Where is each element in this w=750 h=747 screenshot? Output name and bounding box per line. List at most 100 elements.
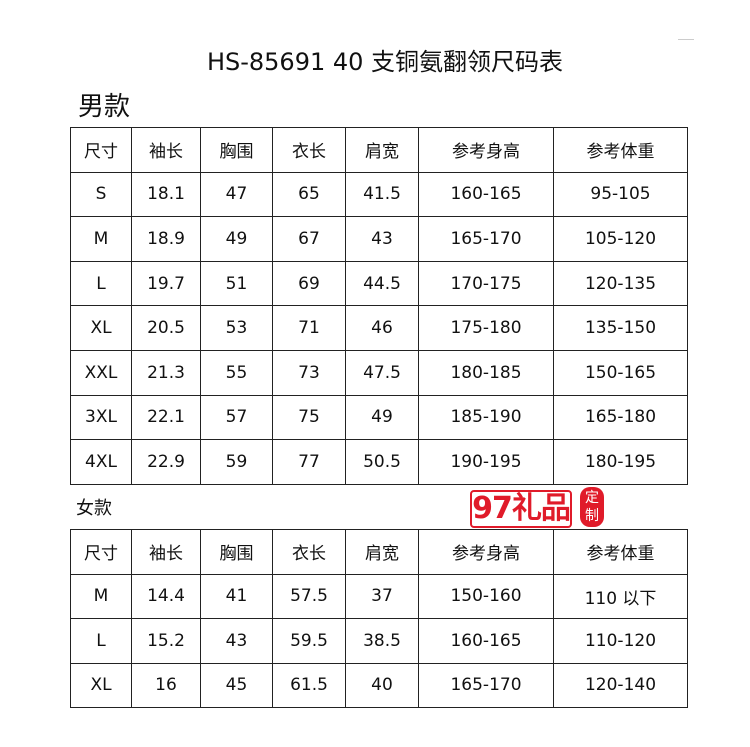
header-cell: 肩宽 bbox=[345, 529, 419, 575]
table-cell: XL bbox=[70, 305, 132, 351]
table-row: L 15.2 43 59.5 38.5 160-165 110-120 bbox=[70, 618, 688, 664]
table-cell: 50.5 bbox=[345, 439, 419, 485]
table-cell: 110 以下 bbox=[553, 573, 688, 619]
table-row: M 14.4 41 57.5 37 150-160 110 以下 bbox=[70, 573, 688, 619]
table-cell: 20.5 bbox=[131, 305, 201, 351]
table-cell: 65 bbox=[272, 171, 346, 218]
table-cell: 165-180 bbox=[553, 394, 688, 441]
table-cell: S bbox=[70, 171, 132, 218]
watermark-seal: 定制 bbox=[580, 487, 604, 527]
header-cell: 参考体重 bbox=[553, 529, 688, 575]
table-cell: 44.5 bbox=[345, 260, 419, 307]
table-cell: 150-165 bbox=[553, 349, 688, 396]
table-cell: 49 bbox=[345, 394, 419, 441]
table-cell: 22.1 bbox=[131, 394, 201, 441]
header-cell: 衣长 bbox=[272, 127, 346, 173]
header-cell: 袖长 bbox=[131, 127, 201, 173]
table-cell: 16 bbox=[131, 662, 201, 708]
header-row: 尺寸 袖长 胸围 衣长 肩宽 参考身高 参考体重 bbox=[70, 529, 688, 575]
table-cell: XXL bbox=[70, 349, 132, 396]
table-cell: 120-135 bbox=[553, 260, 688, 307]
table-cell: 175-180 bbox=[418, 305, 554, 351]
table-row: S 18.1 47 65 41.5 160-165 95-105 bbox=[70, 171, 688, 218]
table-cell: 47.5 bbox=[345, 349, 419, 396]
corner-mark bbox=[678, 39, 694, 40]
table-cell: 73 bbox=[272, 349, 346, 396]
women-section-label: 女款 bbox=[76, 498, 112, 519]
table-row: XL 16 45 61.5 40 165-170 120-140 bbox=[70, 662, 688, 708]
watermark-logo: 97礼品 bbox=[470, 490, 572, 528]
table-cell: 15.2 bbox=[131, 618, 201, 664]
table-cell: 180-195 bbox=[553, 439, 688, 485]
table-cell: 95-105 bbox=[553, 171, 688, 218]
header-cell: 参考体重 bbox=[553, 127, 688, 173]
table-cell: 47 bbox=[200, 171, 273, 218]
women-size-table: 尺寸 袖长 胸围 衣长 肩宽 参考身高 参考体重 M 14.4 41 57.5 37 150-160 11… bbox=[70, 529, 688, 708]
table-row: 3XL 22.1 57 75 49 185-190 165-180 bbox=[70, 394, 688, 441]
table-cell: 41 bbox=[200, 573, 273, 619]
table-cell: 19.7 bbox=[131, 260, 201, 307]
table-cell: 59 bbox=[200, 439, 273, 485]
table-cell: 105-120 bbox=[553, 216, 688, 262]
header-cell: 衣长 bbox=[272, 529, 346, 575]
table-row: L 19.7 51 69 44.5 170-175 120-135 bbox=[70, 260, 688, 307]
header-cell: 尺寸 bbox=[70, 127, 132, 173]
table-cell: 49 bbox=[200, 216, 273, 262]
table-cell: 190-195 bbox=[418, 439, 554, 485]
men-size-table: 尺寸 袖长 胸围 衣长 肩宽 参考身高 参考体重 S 18.1 47 65 41.5 160-165 95… bbox=[70, 127, 688, 485]
table-cell: 165-170 bbox=[418, 216, 554, 262]
header-cell: 胸围 bbox=[200, 127, 273, 173]
table-cell: 18.9 bbox=[131, 216, 201, 262]
table-row: XXL 21.3 55 73 47.5 180-185 150-165 bbox=[70, 349, 688, 396]
table-cell: 180-185 bbox=[418, 349, 554, 396]
table-cell: 150-160 bbox=[418, 573, 554, 619]
table-cell: 22.9 bbox=[131, 439, 201, 485]
table-cell: 170-175 bbox=[418, 260, 554, 307]
table-cell: 21.3 bbox=[131, 349, 201, 396]
table-cell: 46 bbox=[345, 305, 419, 351]
table-cell: 45 bbox=[200, 662, 273, 708]
table-cell: L bbox=[70, 260, 132, 307]
table-cell: 61.5 bbox=[272, 662, 346, 708]
table-cell: M bbox=[70, 216, 132, 262]
table-cell: 3XL bbox=[70, 394, 132, 441]
table-cell: 71 bbox=[272, 305, 346, 351]
table-cell: 110-120 bbox=[553, 618, 688, 664]
table-cell: 38.5 bbox=[345, 618, 419, 664]
header-cell: 尺寸 bbox=[70, 529, 132, 575]
header-cell: 参考身高 bbox=[418, 127, 554, 173]
table-cell: 160-165 bbox=[418, 618, 554, 664]
table-cell: 120-140 bbox=[553, 662, 688, 708]
header-row: 尺寸 袖长 胸围 衣长 肩宽 参考身高 参考体重 bbox=[70, 127, 688, 173]
table-cell: 67 bbox=[272, 216, 346, 262]
table-cell: 51 bbox=[200, 260, 273, 307]
table-cell: M bbox=[70, 573, 132, 619]
table-cell: 77 bbox=[272, 439, 346, 485]
table-cell: 18.1 bbox=[131, 171, 201, 218]
header-cell: 袖长 bbox=[131, 529, 201, 575]
table-cell: 57 bbox=[200, 394, 273, 441]
table-cell: 135-150 bbox=[553, 305, 688, 351]
table-cell: XL bbox=[70, 662, 132, 708]
table-row: XL 20.5 53 71 46 175-180 135-150 bbox=[70, 305, 688, 351]
page-title: HS-85691 40 支铜氨翻领尺码表 bbox=[206, 48, 564, 76]
table-cell: 37 bbox=[345, 573, 419, 619]
table-cell: 55 bbox=[200, 349, 273, 396]
men-section-label: 男款 bbox=[78, 92, 131, 122]
table-cell: 69 bbox=[272, 260, 346, 307]
header-cell: 肩宽 bbox=[345, 127, 419, 173]
table-row: 4XL 22.9 59 77 50.5 190-195 180-195 bbox=[70, 439, 688, 485]
table-cell: 75 bbox=[272, 394, 346, 441]
table-cell: 40 bbox=[345, 662, 419, 708]
table-cell: 41.5 bbox=[345, 171, 419, 218]
table-cell: 43 bbox=[200, 618, 273, 664]
table-cell: 4XL bbox=[70, 439, 132, 485]
table-cell: 57.5 bbox=[272, 573, 346, 619]
table-cell: 160-165 bbox=[418, 171, 554, 218]
table-cell: 59.5 bbox=[272, 618, 346, 664]
table-cell: 185-190 bbox=[418, 394, 554, 441]
table-cell: L bbox=[70, 618, 132, 664]
table-row: M 18.9 49 67 43 165-170 105-120 bbox=[70, 216, 688, 262]
table-cell: 53 bbox=[200, 305, 273, 351]
header-cell: 参考身高 bbox=[418, 529, 554, 575]
